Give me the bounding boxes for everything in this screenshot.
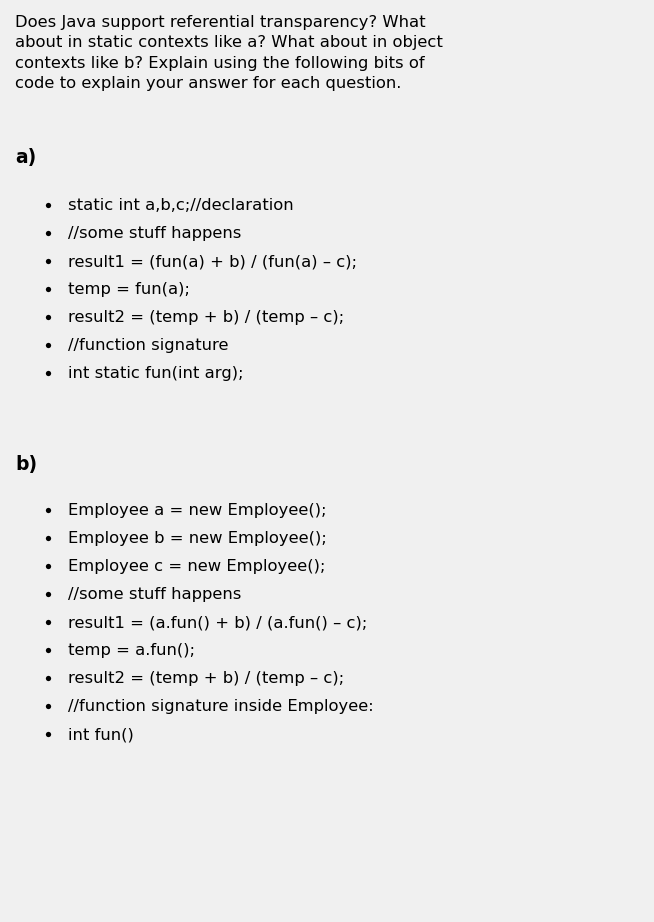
Text: result1 = (fun(a) + b) / (fun(a) – c);: result1 = (fun(a) + b) / (fun(a) – c);: [68, 254, 357, 269]
Text: static int a,b,c;//declaration: static int a,b,c;//declaration: [68, 198, 294, 213]
Text: result2 = (temp + b) / (temp – c);: result2 = (temp + b) / (temp – c);: [68, 671, 344, 686]
Text: //some stuff happens: //some stuff happens: [68, 226, 241, 241]
Text: a): a): [15, 148, 36, 167]
Text: Employee b = new Employee();: Employee b = new Employee();: [68, 531, 327, 546]
Text: temp = fun(a);: temp = fun(a);: [68, 282, 190, 297]
Text: result2 = (temp + b) / (temp – c);: result2 = (temp + b) / (temp – c);: [68, 310, 344, 325]
Text: //function signature: //function signature: [68, 338, 228, 353]
Text: Employee a = new Employee();: Employee a = new Employee();: [68, 503, 326, 518]
Text: //some stuff happens: //some stuff happens: [68, 587, 241, 602]
Text: result1 = (a.fun() + b) / (a.fun() – c);: result1 = (a.fun() + b) / (a.fun() – c);: [68, 615, 368, 630]
Text: int fun(): int fun(): [68, 727, 134, 742]
Text: Employee c = new Employee();: Employee c = new Employee();: [68, 559, 326, 574]
Text: //function signature inside Employee:: //function signature inside Employee:: [68, 699, 373, 714]
Text: Does Java support referential transparency? What
about in static contexts like a: Does Java support referential transparen…: [15, 15, 443, 91]
Text: int static fun(int arg);: int static fun(int arg);: [68, 366, 243, 381]
Text: temp = a.fun();: temp = a.fun();: [68, 643, 195, 658]
Text: b): b): [15, 455, 37, 474]
